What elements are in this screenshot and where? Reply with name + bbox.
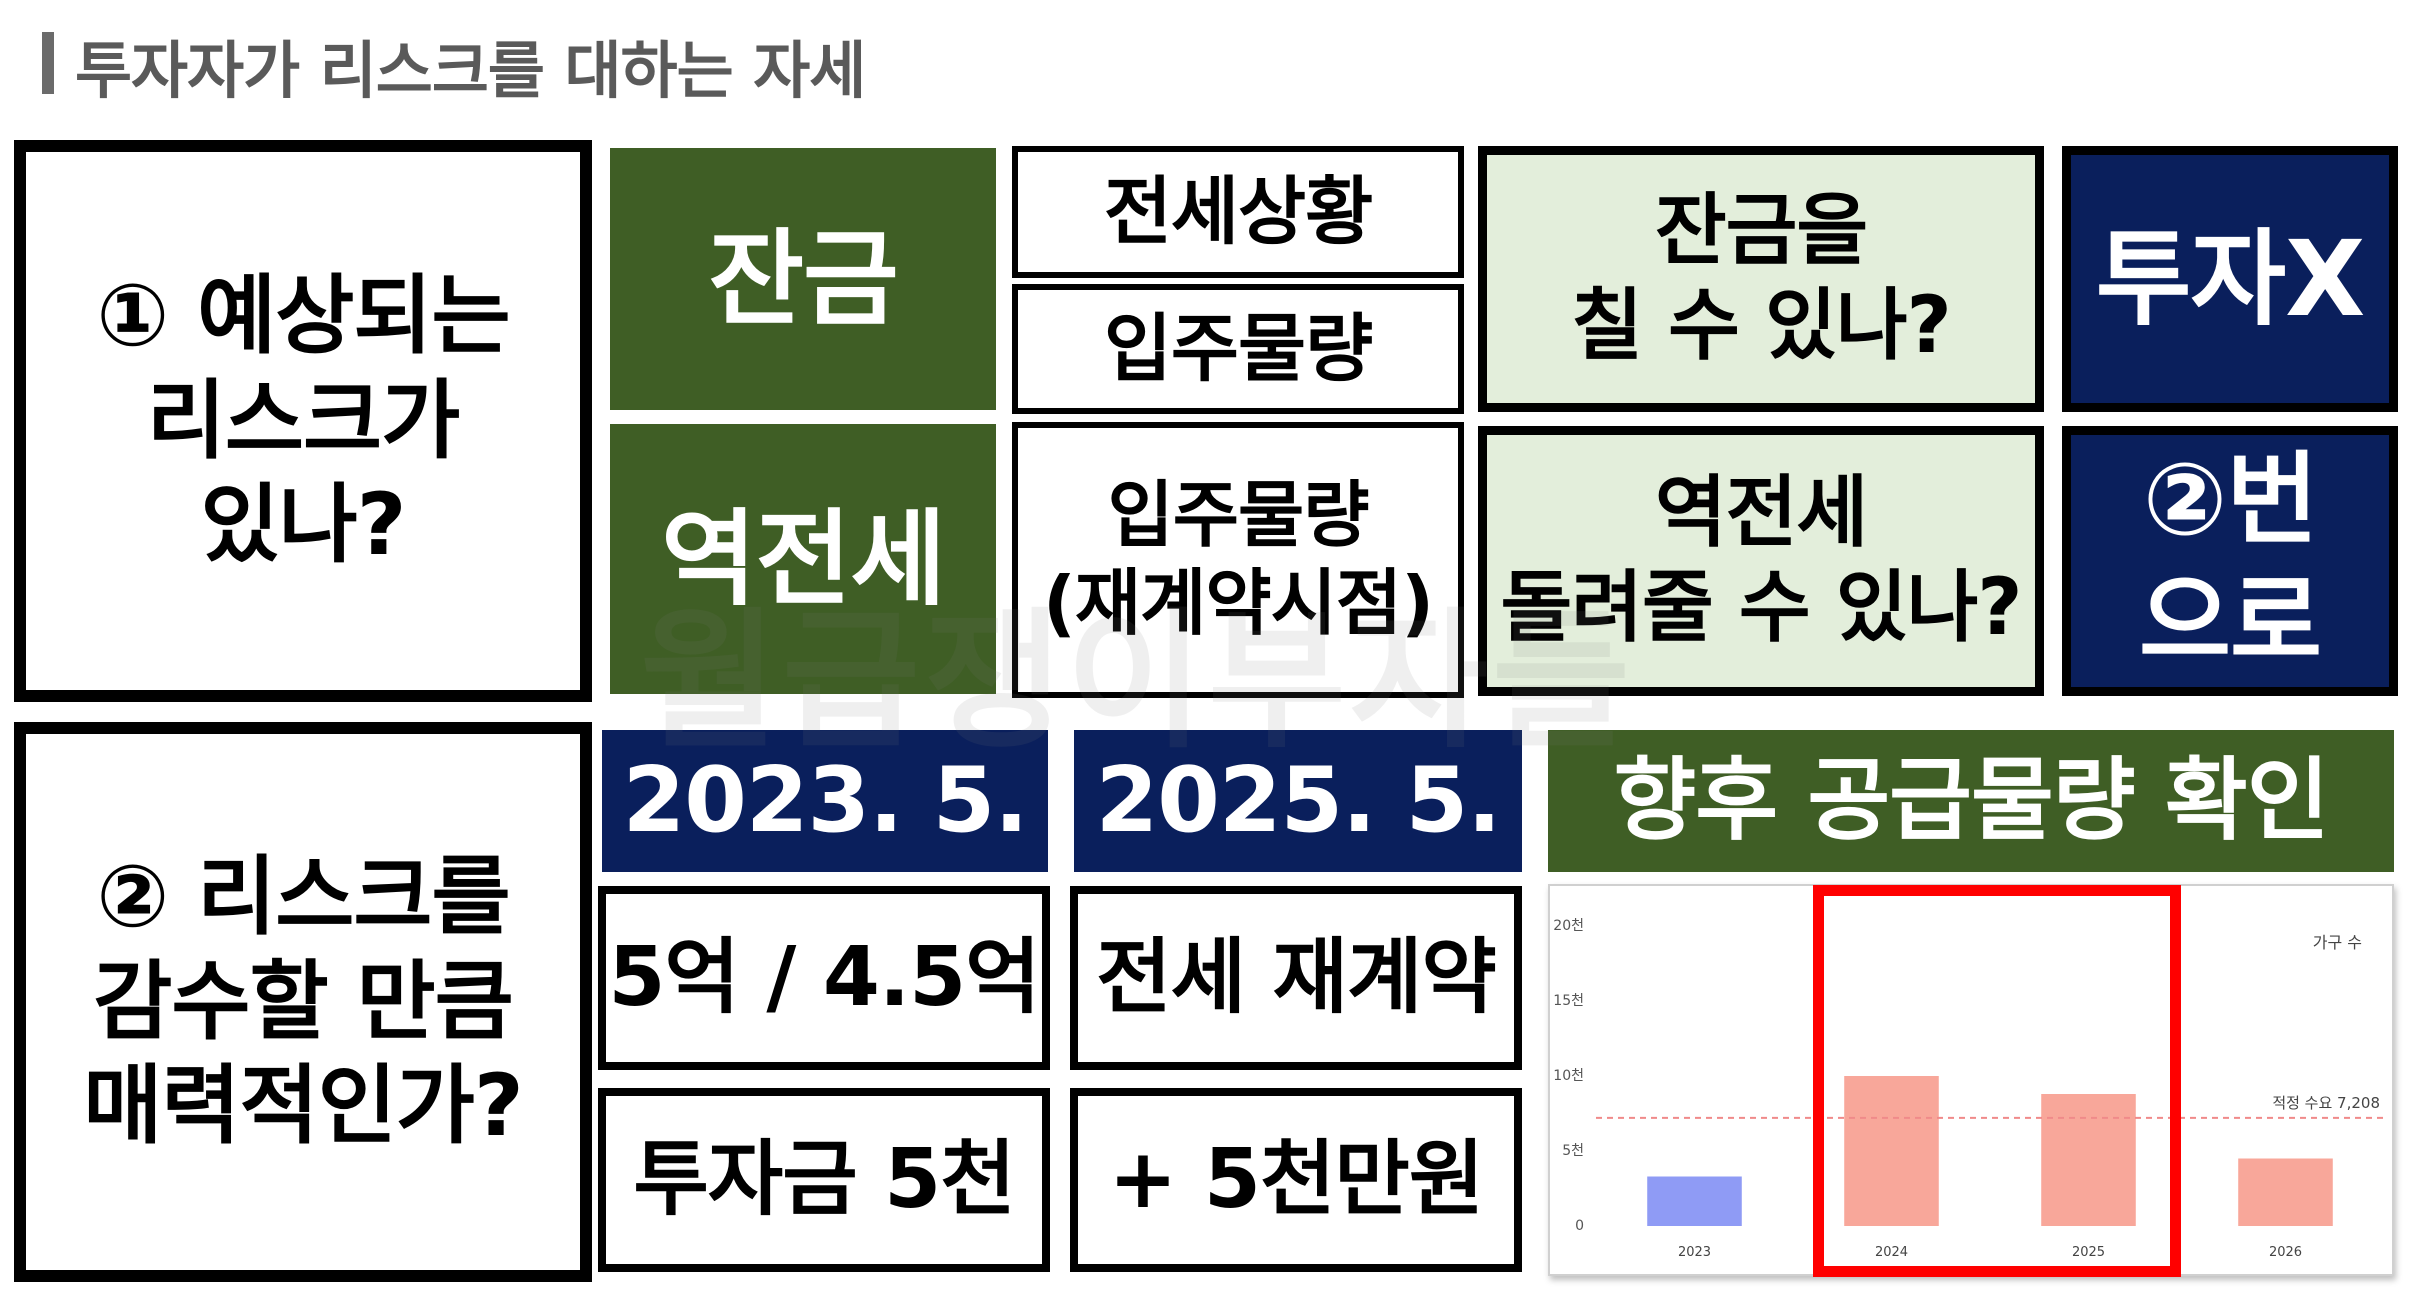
y-tick-label: 0 bbox=[1575, 1218, 1584, 1234]
check-jeonse-status: 전세상황 bbox=[1012, 146, 1464, 278]
y-tick-label: 5천 bbox=[1562, 1143, 1584, 1159]
result-no-investment: 투자X bbox=[2062, 146, 2398, 412]
contract-box: 전세 재계약 bbox=[1070, 886, 1522, 1070]
question-1-box: ① 예상되는 리스크가 있나? bbox=[14, 140, 592, 702]
y-tick-label: 15천 bbox=[1553, 993, 1584, 1009]
supply-chart: 0 5천 10천 15천 20천 2023 2024 2025 2026 적정 수요 7,208 가… bbox=[1548, 884, 2394, 1276]
supply-header: 향후 공급물량 확인 bbox=[1548, 730, 2394, 872]
bar-2023 bbox=[1647, 1176, 1742, 1226]
date-2025: 2025. 5. bbox=[1074, 730, 1522, 872]
x-tick-label: 2025 bbox=[2072, 1245, 2105, 1260]
reverse-jeonse-label: 역전세 bbox=[610, 424, 996, 694]
highlight-box bbox=[1813, 885, 2181, 1277]
question-2-box: ② 리스크를 감수할 만큼 매력적인가? bbox=[14, 722, 592, 1282]
reference-label: 적정 수요 7,208 bbox=[2272, 1094, 2380, 1112]
date-2023: 2023. 5. bbox=[602, 730, 1048, 872]
invest-box: 투자금 5천 bbox=[598, 1088, 1050, 1272]
y-tick-label: 20천 bbox=[1553, 918, 1584, 934]
y-tick-label: 10천 bbox=[1553, 1068, 1584, 1084]
bar-2025 bbox=[2041, 1094, 2136, 1226]
bar-2026 bbox=[2238, 1158, 2333, 1226]
reverse-jeonse-question: 역전세 돌려줄 수 있나? bbox=[1478, 426, 2044, 696]
balance-question: 잔금을 칠 수 있나? bbox=[1478, 146, 2044, 412]
plus-box: + 5천만원 bbox=[1070, 1088, 1522, 1272]
x-tick-label: 2023 bbox=[1678, 1245, 1711, 1260]
supply-chart-svg: 0 5천 10천 15천 20천 2023 2024 2025 2026 적정 수요 7,208 가… bbox=[1553, 918, 2384, 1260]
check-supply-renewal: 입주물량 (재계약시점) bbox=[1012, 422, 1464, 698]
legend-label: 가구 수 bbox=[2313, 933, 2362, 952]
balance-label: 잔금 bbox=[610, 148, 996, 410]
x-tick-label: 2026 bbox=[2269, 1245, 2302, 1260]
page-title: 투자자가 리스크를 대하는 자세 bbox=[75, 34, 866, 107]
check-move-in-supply: 입주물량 bbox=[1012, 284, 1464, 414]
title-accent-bar bbox=[42, 32, 54, 94]
x-tick-label: 2024 bbox=[1875, 1245, 1908, 1260]
bar-2024 bbox=[1844, 1076, 1939, 1226]
result-go-to-2: ②번 으로 bbox=[2062, 426, 2398, 696]
price-box: 5억 / 4.5억 bbox=[598, 886, 1050, 1070]
